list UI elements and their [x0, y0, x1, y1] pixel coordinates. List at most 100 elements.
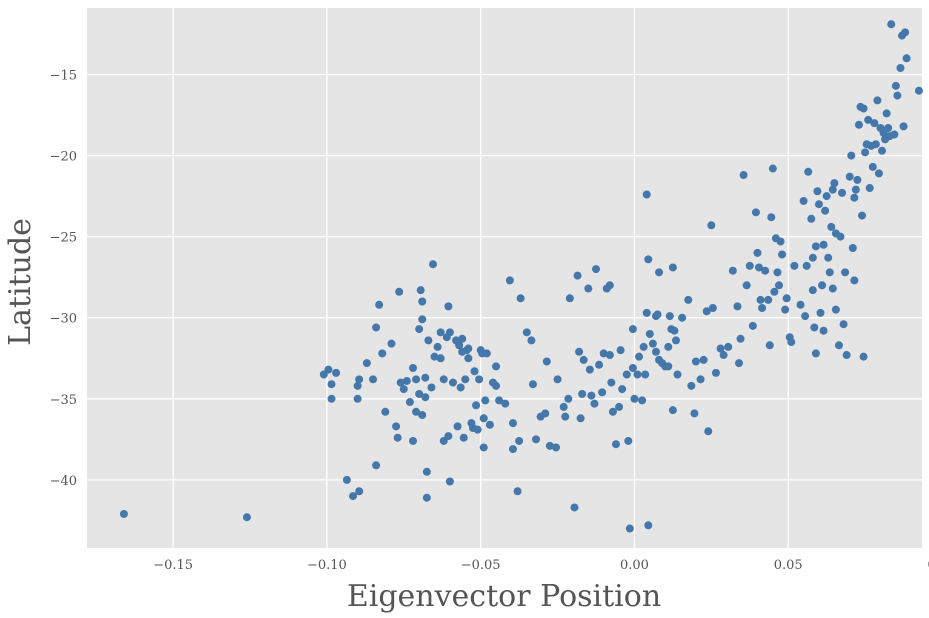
x-tick-label: −0.05	[461, 558, 501, 573]
scatter-point	[456, 383, 465, 392]
scatter-point	[831, 305, 840, 314]
scatter-point	[711, 368, 720, 377]
scatter-point	[418, 297, 427, 306]
scatter-point	[770, 287, 779, 296]
scatter-point	[399, 385, 408, 394]
x-tick-label: 0.05	[774, 558, 803, 573]
scatter-point	[353, 381, 362, 390]
scatter-point	[687, 381, 696, 390]
scatter-point	[825, 268, 834, 277]
scatter-point	[808, 253, 817, 262]
scatter-point	[699, 355, 708, 364]
scatter-point	[665, 312, 674, 321]
x-tick-label: 0.00	[620, 558, 649, 573]
scatter-point	[704, 427, 713, 436]
scatter-point	[492, 362, 501, 371]
scatter-point	[381, 407, 390, 416]
scatter-point	[409, 436, 418, 445]
scatter-point	[668, 406, 677, 415]
scatter-point	[430, 352, 439, 361]
scatter-point	[896, 64, 905, 72]
scatter-point	[515, 436, 524, 445]
scatter-point	[767, 213, 776, 222]
scatter-point	[859, 104, 868, 113]
scatter-point	[834, 341, 843, 350]
scatter-point	[664, 362, 673, 371]
scatter-point	[481, 396, 490, 405]
scatter-point	[607, 378, 616, 387]
scatter-point	[324, 365, 333, 374]
scatter-point	[598, 388, 607, 397]
scatter-point	[605, 281, 614, 290]
scatter-point	[708, 304, 717, 312]
scatter-point	[678, 313, 687, 322]
scatter-point	[375, 300, 384, 309]
scatter-point	[428, 260, 437, 269]
scatter-point	[501, 399, 510, 408]
scatter-point	[873, 96, 882, 105]
scatter-point	[448, 378, 457, 387]
x-tick-label: −0.15	[153, 558, 193, 573]
scatter-point	[628, 325, 637, 334]
scatter-point	[824, 253, 833, 262]
scatter-point	[395, 287, 404, 296]
scatter-point	[327, 394, 336, 403]
scatter-point	[816, 308, 825, 317]
scatter-point	[859, 352, 868, 361]
scatter-point	[542, 357, 551, 366]
scatter-point	[753, 248, 762, 257]
scatter-point	[874, 169, 883, 178]
scatter-point	[742, 281, 751, 290]
scatter-point	[485, 420, 494, 429]
scatter-point	[776, 237, 785, 246]
scatter-point	[644, 255, 653, 264]
scatter-point	[902, 54, 911, 63]
tick-labels: −0.15 −0.10 −0.05 0.00 0.05 0.10 −40 −35 −30 −25 −…	[50, 68, 929, 573]
scatter-point	[841, 268, 850, 277]
scatter-point	[585, 365, 594, 374]
plot-background	[87, 8, 922, 548]
scatter-point	[392, 422, 401, 431]
scatter-point	[813, 187, 822, 196]
scatter-point	[396, 378, 405, 387]
scatter-point	[765, 341, 774, 350]
scatter-point	[378, 349, 387, 358]
scatter-point	[838, 188, 847, 197]
scatter-point	[822, 192, 831, 201]
scatter-point	[342, 475, 351, 484]
scatter-point	[850, 193, 859, 202]
scatter-point	[839, 320, 848, 329]
scatter-point	[570, 503, 579, 512]
scatter-point	[412, 375, 421, 384]
scatter-point	[758, 304, 767, 312]
data-points	[119, 20, 923, 533]
scatter-point	[811, 242, 820, 251]
scatter-point	[561, 412, 570, 421]
scatter-point	[830, 179, 839, 188]
scatter-point	[655, 268, 664, 277]
scatter-point	[618, 385, 627, 394]
scatter-point	[418, 315, 427, 324]
y-tick-label: −40	[50, 474, 77, 489]
scatter-point	[461, 375, 470, 384]
y-tick-label: −25	[50, 231, 77, 246]
y-axis-label: Latitude	[3, 218, 38, 346]
scatter-point	[472, 401, 481, 410]
scatter-point	[850, 276, 859, 285]
scatter-point	[553, 375, 562, 384]
scatter-point	[638, 396, 647, 405]
scatter-point	[773, 268, 782, 277]
scatter-point	[748, 321, 757, 330]
scatter-point	[645, 329, 654, 338]
scatter-point	[445, 328, 454, 337]
scatter-point	[453, 422, 462, 431]
scatter-point	[807, 214, 816, 223]
scatter-point	[455, 341, 464, 350]
scatter-point	[810, 323, 819, 332]
scatter-point	[802, 261, 811, 270]
scatter-point	[622, 370, 631, 379]
scatter-point	[415, 389, 424, 398]
scatter-point	[527, 336, 536, 345]
scatter-point	[842, 351, 851, 360]
